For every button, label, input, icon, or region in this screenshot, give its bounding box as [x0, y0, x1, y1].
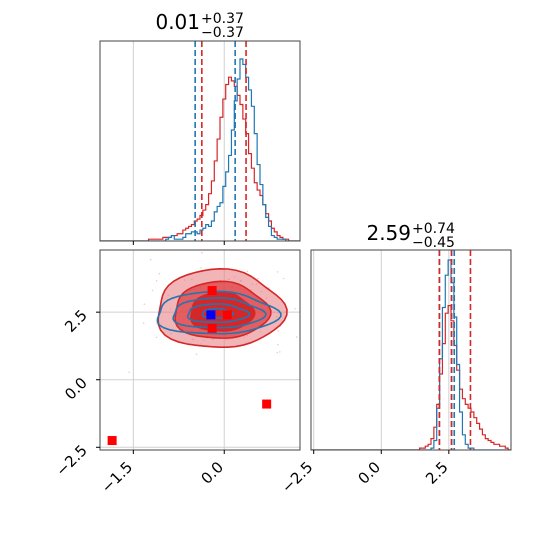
sample-point	[294, 308, 296, 310]
sample-point	[295, 336, 298, 338]
right-axes-frame	[310, 249, 512, 451]
right-xtick-label-1: 0.0	[354, 458, 384, 488]
scatter-ytick-label-1: 0.0	[61, 374, 91, 404]
param2-title-minus: −0.45	[412, 235, 455, 251]
top-histogram-panel: 0.01 +0.37 −0.37	[99, 10, 301, 245]
sample-point	[128, 371, 130, 374]
sample-point	[282, 277, 285, 280]
scatter-axes-frame	[99, 249, 301, 451]
sample-point	[158, 272, 161, 275]
sample-point	[348, 303, 350, 305]
scatter-xtick-label-1: 0.0	[197, 458, 227, 488]
param2-value: 2.59	[366, 221, 411, 245]
sample-point	[246, 270, 249, 273]
sample-point	[156, 323, 158, 325]
top-ticks	[132, 241, 225, 245]
sample-point	[195, 353, 198, 356]
top-hist-blue	[100, 58, 300, 241]
sample-point	[279, 351, 281, 353]
scatter-content	[107, 251, 350, 446]
right-hist-red	[311, 305, 511, 450]
sample-point	[151, 289, 154, 292]
right-hist-blue	[311, 259, 511, 450]
sample-point	[142, 322, 145, 324]
param1-value: 0.01	[155, 10, 200, 34]
scatter-ytick-label-2: 2.5	[61, 306, 91, 336]
sample-point	[277, 343, 279, 346]
sample-point	[149, 258, 152, 261]
right-histogram-panel: 2.59 +0.74 −0.45 −2.5 0.0 2.5	[278, 221, 512, 497]
right-xtick-label-0: −2.5	[278, 458, 316, 496]
red-square-marker-4	[222, 310, 232, 320]
sample-point	[155, 280, 158, 282]
sample-point	[301, 286, 303, 288]
sample-point	[276, 351, 279, 354]
red-square-marker-3	[207, 323, 217, 333]
param2-title: 2.59	[366, 221, 411, 245]
sample-point	[155, 336, 158, 339]
blue-contour-0	[156, 290, 282, 335]
sample-point	[276, 271, 279, 273]
top-axes-frame	[99, 40, 301, 242]
sample-point	[201, 251, 203, 254]
param1-title-minus: −0.37	[201, 25, 244, 41]
right-histogram-content	[311, 250, 511, 450]
right-xtick-label-2: 2.5	[422, 458, 452, 488]
blue-contour-1	[172, 297, 267, 329]
blue-square-marker-0	[206, 310, 216, 320]
top-hist-red	[100, 76, 300, 241]
sample-point	[277, 330, 280, 332]
sample-point	[257, 277, 259, 280]
right-gridlines	[313, 250, 450, 450]
red-square-marker-2	[262, 399, 272, 409]
sample-point	[143, 303, 146, 306]
red-square-marker-0	[107, 436, 117, 446]
scatter-xtick-label-0: −1.5	[98, 458, 136, 496]
param2-title-plus: +0.74	[412, 221, 455, 237]
right-ticks: −2.5 0.0 2.5	[278, 450, 452, 497]
param1-title: 0.01	[155, 10, 200, 34]
red-square-marker-1	[207, 286, 217, 296]
sample-point	[200, 267, 202, 269]
param1-title-plus: +0.37	[201, 11, 244, 27]
scatter-ytick-label-0: −2.5	[52, 441, 90, 479]
top-histogram-content	[100, 41, 300, 241]
blue-contour-2	[187, 303, 251, 324]
top-gridlines	[132, 41, 225, 241]
